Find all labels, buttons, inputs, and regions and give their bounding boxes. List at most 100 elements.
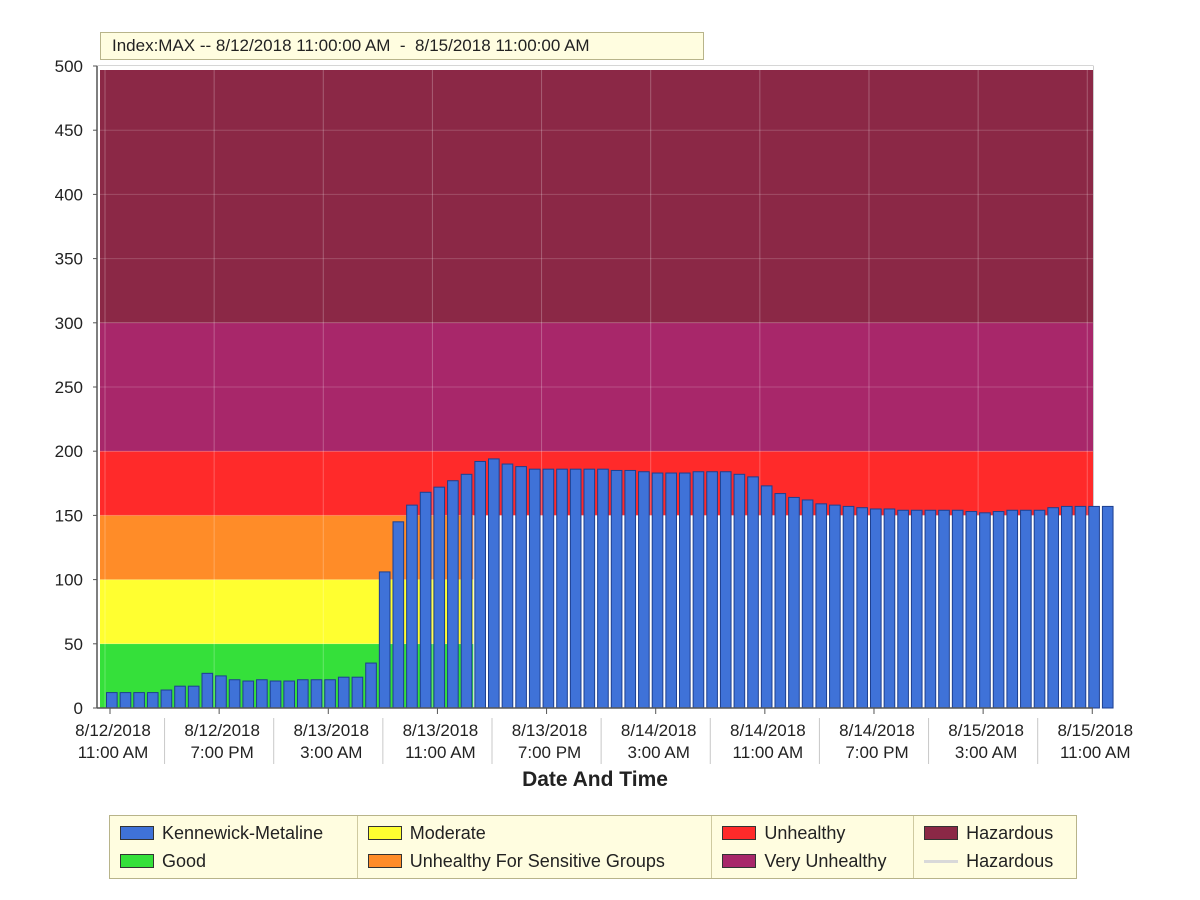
bar	[815, 503, 828, 709]
legend-label: Good	[162, 850, 207, 871]
bar	[1006, 509, 1019, 709]
bar	[106, 692, 118, 709]
y-tick-label: 300	[55, 314, 83, 333]
bar	[378, 571, 391, 709]
bar	[460, 473, 473, 709]
legend-swatch	[722, 826, 757, 840]
x-tick-label: 7:00 PM	[518, 743, 581, 762]
x-tick-label: 8/15/2018	[948, 721, 1024, 740]
bar	[856, 507, 868, 709]
x-tick-label: 8/13/2018	[403, 721, 479, 740]
bar	[501, 463, 514, 709]
legend-swatch	[924, 859, 959, 863]
legend-column: Unhealthy Very Unhealthy	[712, 816, 915, 878]
x-tick-label: 8/14/2018	[730, 721, 806, 740]
bar	[747, 476, 759, 709]
bar	[869, 508, 882, 709]
chart-title: Index:MAX -- 8/12/2018 11:00:00 AM - 8/1…	[100, 32, 704, 60]
bar	[910, 509, 923, 709]
bar	[160, 689, 173, 709]
bar	[801, 499, 814, 709]
x-axis-title: Date And Time	[522, 768, 668, 791]
x-tick-label: 11:00 AM	[78, 743, 149, 762]
bar	[1020, 509, 1032, 709]
bar	[1060, 505, 1073, 709]
legend-swatch	[120, 826, 154, 840]
band-unhealthy	[100, 451, 1093, 516]
y-tick-label: 450	[55, 121, 83, 140]
bar	[979, 512, 991, 709]
bar	[938, 509, 950, 709]
bar	[392, 521, 405, 709]
bar	[351, 676, 364, 709]
legend-item: Unhealthy For Sensitive Groups	[367, 847, 702, 875]
legend-label: Hazardous	[966, 822, 1054, 843]
bar	[487, 458, 500, 709]
bar	[760, 485, 773, 709]
legend-label: Moderate	[409, 822, 486, 843]
bar	[146, 692, 159, 709]
legend-label: Hazardous	[966, 850, 1054, 871]
bar	[965, 511, 978, 709]
y-tick-label: 150	[55, 506, 83, 525]
x-tick-label: 8/13/2018	[512, 721, 588, 740]
bar	[324, 679, 336, 709]
x-tick-label: 8/14/2018	[621, 721, 697, 740]
bar	[433, 486, 446, 709]
plot-top-gap	[97, 66, 1093, 70]
x-tick-label: 3:00 AM	[955, 743, 1017, 762]
bar	[651, 472, 664, 709]
bar	[842, 505, 855, 709]
bar	[638, 471, 650, 709]
bar	[897, 509, 909, 709]
bar	[256, 679, 268, 709]
bar	[556, 468, 568, 709]
legend-item: Moderate	[367, 819, 702, 847]
bar	[774, 493, 787, 709]
bar	[528, 468, 541, 709]
bar	[310, 679, 323, 709]
legend-label: Unhealthy	[764, 822, 846, 843]
bar	[283, 680, 295, 709]
x-tick-label: 7:00 PM	[845, 743, 908, 762]
y-tick-label: 400	[55, 185, 83, 204]
x-tick-label: 8/12/2018	[75, 721, 151, 740]
x-tick-label: 11:00 AM	[733, 743, 804, 762]
legend-item: Hazardous	[924, 819, 1066, 847]
legend-item: Hazardous	[924, 847, 1066, 875]
bar	[719, 471, 732, 709]
x-tick-label: 8/13/2018	[293, 721, 369, 740]
legend-swatch	[722, 854, 757, 868]
legend-item: Very Unhealthy	[722, 847, 903, 875]
x-tick-label: 7:00 PM	[190, 743, 253, 762]
bar	[624, 469, 637, 709]
x-tick-label: 3:00 AM	[300, 743, 362, 762]
bar	[665, 472, 677, 709]
band-hazardous	[100, 66, 1093, 323]
bar	[1047, 507, 1059, 709]
legend-swatch	[924, 826, 959, 840]
bar	[447, 480, 459, 709]
bar	[133, 692, 145, 709]
bar	[924, 509, 937, 709]
bar	[474, 460, 486, 709]
bar	[187, 685, 200, 709]
bar	[597, 468, 609, 709]
x-tick-label: 3:00 AM	[628, 743, 690, 762]
x-tick-label: 8/15/2018	[1057, 721, 1133, 740]
bar	[692, 471, 705, 709]
bar	[1074, 505, 1087, 709]
bar	[337, 676, 350, 709]
bar	[883, 508, 896, 709]
y-tick-label: 200	[55, 442, 83, 461]
bar	[583, 468, 596, 709]
x-tick-label: 8/12/2018	[184, 721, 260, 740]
y-tick-label: 0	[74, 699, 83, 718]
bar	[678, 472, 691, 709]
legend-swatch	[120, 854, 154, 868]
bar	[610, 469, 623, 709]
bar	[296, 679, 309, 709]
legend: Kennewick-Metaline Good Moderate Unhealthy …	[109, 815, 1077, 879]
bar	[569, 468, 582, 709]
